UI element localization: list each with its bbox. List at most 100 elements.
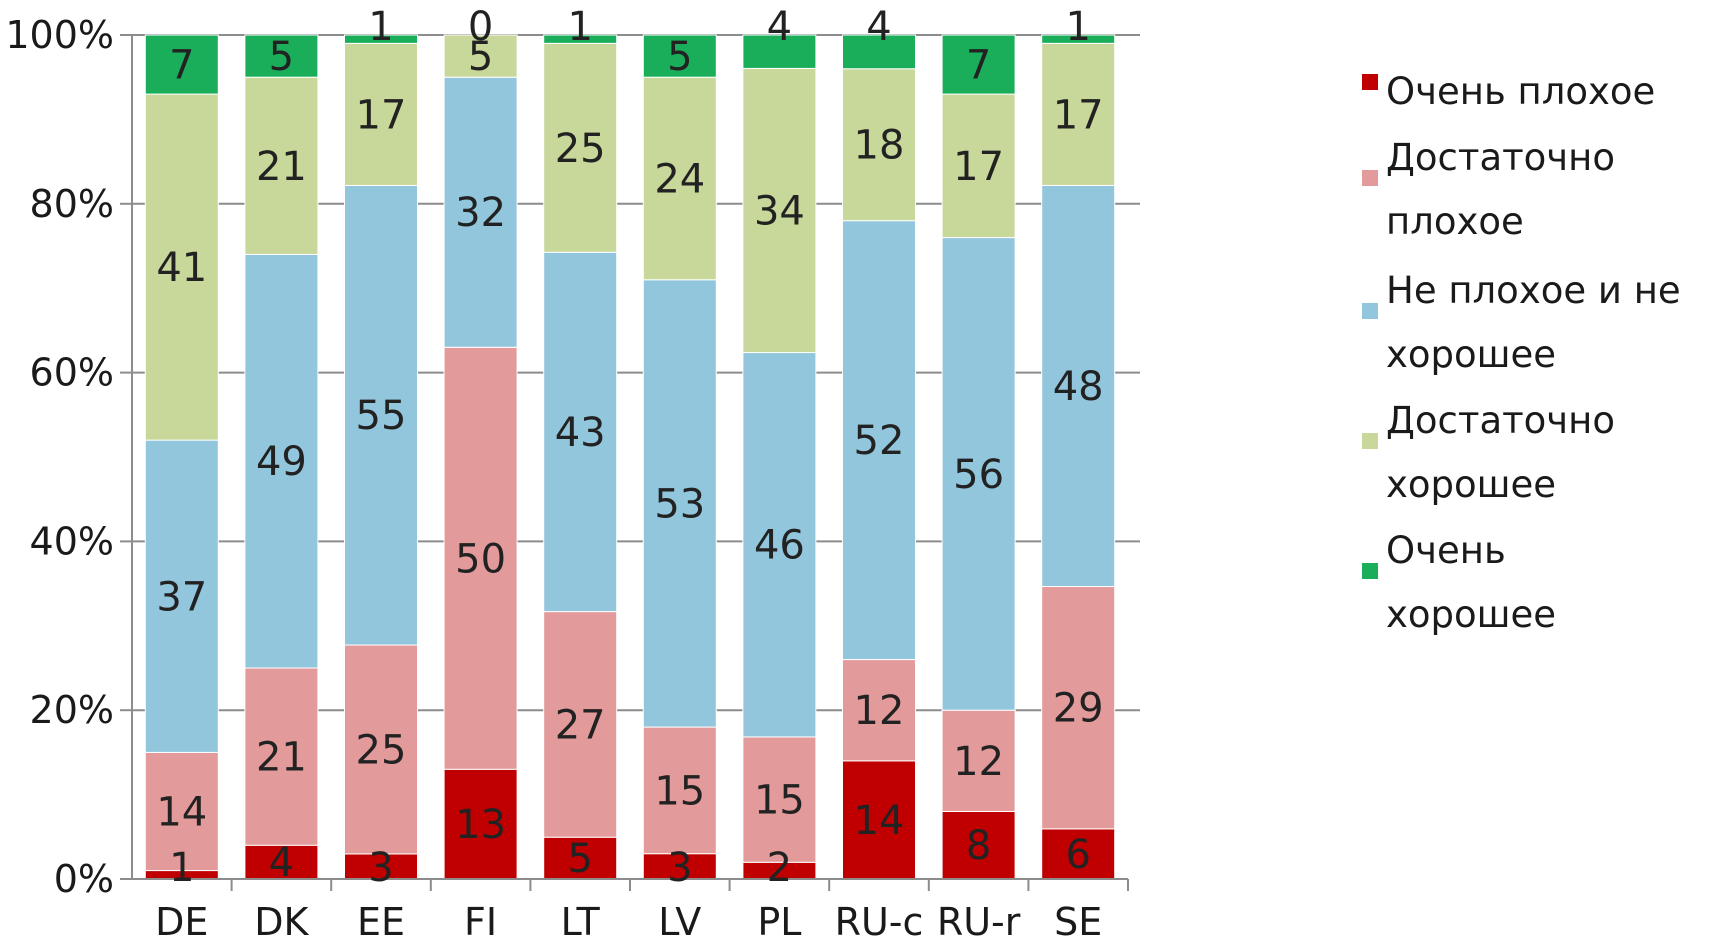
category-label: LT: [561, 900, 601, 944]
category-label: FI: [464, 900, 497, 944]
data-label: 14: [156, 789, 207, 835]
bar-segment: [344, 42, 418, 186]
data-label: 55: [356, 393, 407, 439]
bar-segment: [144, 34, 219, 95]
data-label: 1: [368, 4, 393, 50]
bar-segment: [344, 34, 418, 44]
bar-segment: [842, 220, 916, 661]
legend-swatch: [1362, 170, 1378, 186]
data-label: 2: [767, 845, 792, 891]
bar-segment: [742, 67, 817, 354]
legend-label: Очень хорошее: [1386, 529, 1556, 636]
data-label: 21: [256, 735, 307, 781]
bar-segment: [842, 34, 916, 70]
bar-segment: [742, 34, 817, 69]
data-label: 21: [256, 144, 307, 190]
bar-segment: [443, 346, 518, 770]
data-label: 24: [654, 156, 705, 202]
bar-segment: [1041, 184, 1116, 588]
data-label: 12: [854, 688, 905, 734]
data-label: 46: [754, 523, 805, 569]
data-label: 53: [654, 481, 705, 527]
bar-segment: [344, 644, 418, 855]
category-label: EE: [357, 900, 405, 944]
bar-segment: [443, 768, 518, 880]
bar-segment: [642, 279, 717, 728]
data-label: 4: [866, 4, 891, 50]
category-label: DE: [155, 900, 208, 944]
bar-segment: [941, 93, 1016, 239]
y-tick-label: 100%: [5, 13, 114, 57]
y-tick-label: 0%: [54, 857, 114, 901]
bar-segment: [344, 184, 418, 646]
data-label: 49: [256, 439, 307, 485]
data-label: 17: [1053, 92, 1104, 138]
data-label: 34: [754, 188, 805, 234]
bar-segment: [941, 237, 1016, 711]
bar-segment: [842, 659, 916, 762]
data-label: 12: [953, 739, 1004, 785]
bar-segment: [642, 76, 717, 281]
bar-segment: [941, 34, 1016, 95]
data-label: 41: [156, 245, 207, 291]
data-label: 8: [966, 823, 991, 869]
bar-segment: [144, 439, 219, 753]
axes: 0% 20% 40% 60% 80% 100% DE DK EE FI LT LV PL RU-c RU-r…: [5, 13, 1129, 944]
bar-segment: [941, 709, 1016, 812]
legend-label: Достаточно плохое: [1386, 136, 1615, 243]
legend-label: Очень плохое: [1386, 70, 1655, 113]
bar-segment: [543, 251, 618, 613]
data-label: 25: [356, 727, 407, 773]
data-label: 5: [567, 836, 592, 882]
data-label: 52: [854, 418, 905, 464]
bar-segment: [742, 736, 817, 863]
data-label: 29: [1053, 686, 1104, 732]
bar-segment: [244, 34, 319, 78]
category-label: DK: [254, 900, 309, 944]
bar-segment: [443, 34, 518, 78]
legend: Очень плохое Достаточно плохое Не плохое и …: [1362, 70, 1681, 636]
bar-segments: [144, 34, 1116, 880]
data-label: 4: [767, 4, 792, 50]
data-label: 13: [455, 802, 506, 848]
y-tick-label: 40%: [30, 519, 114, 563]
legend-swatch: [1362, 74, 1378, 90]
bar-segment: [642, 726, 717, 855]
bar-segment: [543, 836, 618, 880]
bar-segment: [1041, 42, 1116, 186]
bar-segment: [244, 76, 319, 255]
bar-segment: [1041, 586, 1116, 830]
bar-segment: [244, 253, 319, 669]
category-label: RU-r: [937, 900, 1021, 944]
data-label: 7: [169, 43, 194, 89]
data-label: 15: [654, 768, 705, 814]
data-label: 14: [854, 798, 905, 844]
data-labels: 1143741742149215325551711350325052743251…: [156, 4, 1103, 891]
bar-segment: [443, 76, 518, 348]
bar-segment: [543, 34, 618, 44]
legend-label: Не плохое и не хорошее: [1386, 269, 1681, 376]
data-label: 3: [368, 845, 393, 891]
legend-swatch: [1362, 563, 1378, 579]
data-label: 17: [356, 92, 407, 138]
bar-segment: [642, 34, 717, 78]
category-label: LV: [658, 900, 701, 944]
data-label: 4: [269, 840, 294, 886]
data-label: 15: [754, 778, 805, 824]
bar-segment: [543, 611, 618, 838]
data-label: 6: [1065, 832, 1090, 878]
data-label: 5: [269, 34, 294, 80]
bar-segment: [144, 93, 219, 441]
legend-swatch: [1362, 303, 1378, 319]
y-tick-label: 20%: [30, 688, 114, 732]
data-label: 32: [455, 190, 506, 236]
bar-segment: [144, 751, 219, 872]
bar-segment: [543, 42, 618, 253]
data-label: 43: [555, 410, 606, 456]
data-label: 37: [156, 574, 207, 620]
data-label: 48: [1053, 364, 1104, 410]
category-label: SE: [1054, 900, 1102, 944]
y-tick-label: 80%: [30, 182, 114, 226]
data-label: 18: [854, 123, 905, 169]
